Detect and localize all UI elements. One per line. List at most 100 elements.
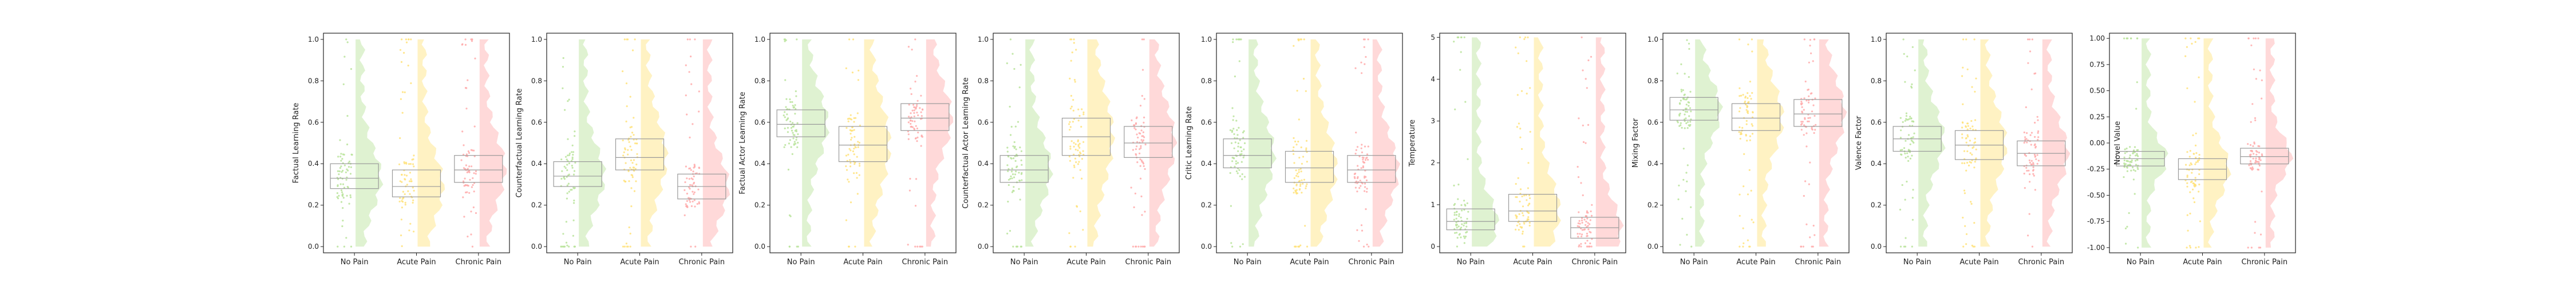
- data-point: [1237, 150, 1239, 152]
- data-point: [796, 38, 798, 41]
- data-point: [1233, 157, 1235, 160]
- data-point: [1133, 124, 1136, 126]
- data-point: [1973, 166, 1976, 169]
- data-point: [1238, 169, 1240, 171]
- data-point: [1364, 190, 1366, 192]
- data-point: [413, 231, 415, 233]
- data-point: [1362, 166, 1364, 169]
- violin-3: [2042, 39, 2071, 247]
- data-point: [1587, 59, 1590, 62]
- data-point: [471, 186, 473, 188]
- data-point: [404, 178, 406, 181]
- data-point: [784, 144, 787, 146]
- data-point: [1809, 39, 1811, 41]
- data-point: [630, 205, 633, 208]
- x-tick-label: No Pain: [787, 258, 815, 267]
- y-tick-label: -0.50: [2087, 191, 2105, 199]
- data-point: [337, 170, 339, 172]
- data-point: [1359, 180, 1361, 182]
- data-point: [795, 129, 797, 131]
- data-point: [2125, 160, 2128, 162]
- data-point: [1903, 245, 1905, 248]
- data-point: [788, 245, 791, 248]
- data-point: [2259, 69, 2261, 72]
- data-point: [1233, 147, 1235, 149]
- data-point: [473, 149, 475, 152]
- data-point: [571, 158, 574, 160]
- data-point: [694, 245, 697, 248]
- box-3: [1124, 126, 1173, 158]
- data-point: [1911, 83, 1913, 85]
- data-point: [1581, 233, 1583, 236]
- data-point: [623, 151, 625, 153]
- data-point: [2036, 162, 2038, 165]
- data-point: [1070, 105, 1073, 108]
- data-point: [1579, 223, 1581, 225]
- data-point: [2132, 169, 2135, 171]
- data-point: [1744, 100, 1747, 102]
- data-point: [1678, 114, 1681, 117]
- data-point: [858, 162, 861, 165]
- y-tick-label: 0.8: [1647, 77, 1658, 85]
- data-point: [1136, 145, 1138, 148]
- data-point: [623, 245, 626, 248]
- data-point: [624, 147, 626, 149]
- data-point: [1899, 208, 1902, 211]
- data-point: [686, 113, 688, 116]
- data-point: [1525, 194, 1527, 196]
- data-point: [1141, 38, 1143, 41]
- data-point: [783, 38, 785, 41]
- data-point: [1299, 185, 1302, 187]
- data-point: [1810, 52, 1812, 54]
- data-point: [1520, 90, 1523, 92]
- data-point: [2186, 87, 2188, 89]
- data-point: [1750, 98, 1752, 100]
- data-point: [846, 169, 848, 171]
- y-tick-label: 0.4: [754, 160, 765, 168]
- data-point: [693, 166, 696, 168]
- data-point: [1143, 116, 1145, 118]
- data-point: [851, 137, 853, 139]
- data-point: [1073, 153, 1075, 156]
- data-point: [910, 112, 912, 114]
- data-point: [1899, 245, 1902, 248]
- data-point: [1804, 117, 1806, 119]
- data-point: [1809, 117, 1811, 119]
- data-point: [2123, 156, 2125, 158]
- data-point: [1362, 161, 1365, 164]
- data-point: [1144, 245, 1146, 248]
- data-point: [401, 173, 403, 176]
- chart-panel-6: No Pain Acute Pain Chronic Pain012345Tempe…: [1408, 33, 1626, 267]
- data-point: [849, 165, 852, 168]
- data-point: [1811, 129, 1814, 131]
- data-point: [1802, 245, 1804, 248]
- data-point: [1682, 98, 1685, 100]
- data-point: [1581, 217, 1583, 219]
- data-point: [2250, 247, 2253, 249]
- data-point: [1008, 178, 1010, 181]
- x-tick-label: Chronic Pain: [1125, 258, 1172, 267]
- data-point: [1139, 165, 1141, 167]
- data-point: [1581, 221, 1583, 224]
- data-point: [792, 132, 794, 134]
- data-point: [857, 79, 859, 81]
- data-point: [1141, 135, 1143, 137]
- data-point: [342, 220, 344, 222]
- data-point: [568, 245, 570, 248]
- axes-frame: [1216, 33, 1403, 253]
- data-point: [921, 245, 923, 248]
- data-point: [1231, 245, 1234, 248]
- data-point: [474, 57, 476, 59]
- data-point: [1804, 80, 1807, 83]
- y-tick-label: 0.0: [978, 243, 989, 251]
- data-point: [1013, 67, 1016, 70]
- box-3: [1793, 99, 1843, 127]
- data-point: [572, 173, 575, 176]
- data-point: [1137, 245, 1140, 248]
- x-tick-label: Acute Pain: [1736, 258, 1775, 267]
- data-point: [911, 109, 914, 112]
- data-point: [908, 104, 910, 106]
- data-point: [914, 38, 916, 41]
- data-point: [2033, 144, 2036, 146]
- data-point: [464, 184, 467, 186]
